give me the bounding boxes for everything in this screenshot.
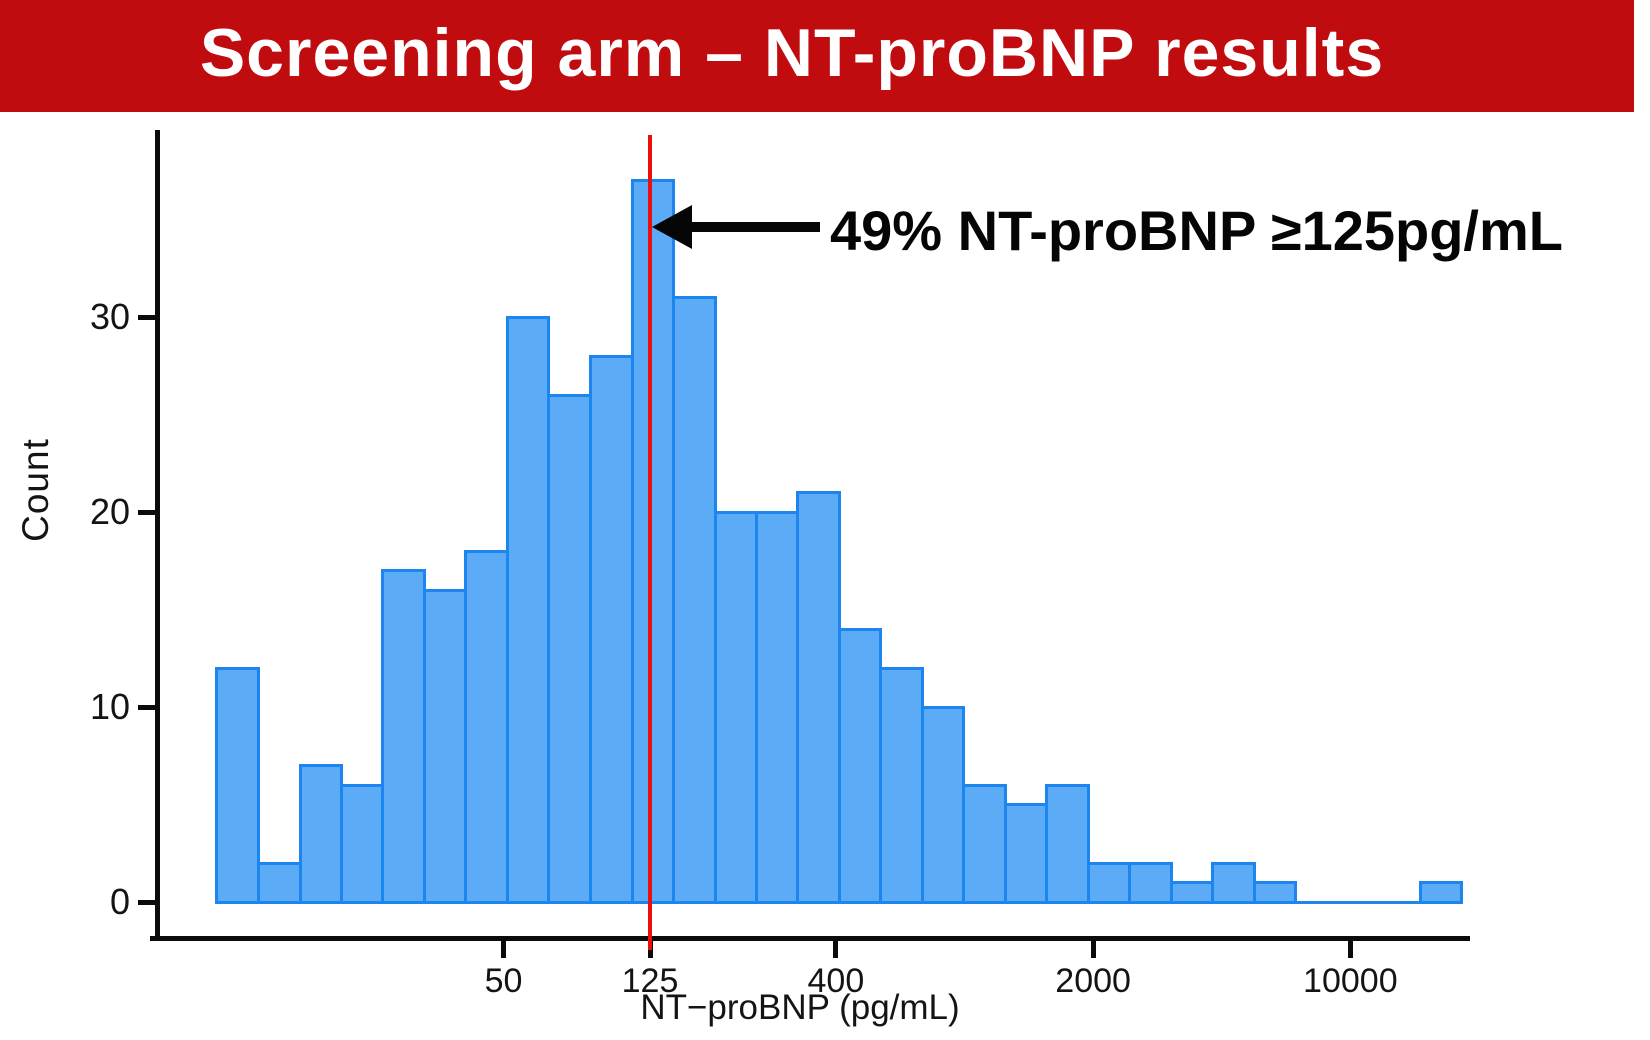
y-tick-label: 30	[89, 296, 130, 337]
histogram-bar	[1335, 900, 1381, 904]
x-tick-mark	[501, 941, 507, 958]
histogram-bar	[1252, 881, 1298, 904]
histogram-bar	[423, 588, 468, 904]
histogram-bar	[630, 179, 676, 904]
x-tick-label: 2000	[1055, 962, 1131, 1000]
threshold-line-125	[648, 135, 652, 950]
histogram-bar	[1128, 861, 1173, 904]
histogram-bar	[1418, 881, 1464, 904]
x-tick-label: 10000	[1303, 962, 1398, 1000]
histogram-bar	[588, 354, 634, 904]
x-tick-label: 50	[484, 962, 523, 1000]
annotation-arrowhead-icon	[652, 205, 692, 249]
histogram-bar	[920, 705, 966, 904]
annotation-arrow-shaft	[688, 222, 820, 232]
y-tick-mark	[138, 899, 155, 905]
histogram-bar	[1211, 861, 1256, 904]
y-axis-line	[155, 130, 160, 941]
title-banner: Screening arm – NT-proBNP results	[0, 0, 1634, 112]
y-tick-mark	[138, 314, 155, 320]
x-tick-label: 400	[807, 962, 865, 1000]
y-tick-label: 20	[89, 491, 130, 532]
y-axis-title: Count	[15, 438, 56, 542]
y-tick-mark	[138, 704, 155, 710]
histogram-bar	[547, 393, 592, 904]
x-axis-line	[150, 936, 1470, 941]
y-tick-label: 10	[89, 686, 130, 727]
x-tick-mark	[1090, 941, 1096, 958]
x-tick-mark	[833, 941, 839, 958]
histogram-bar	[215, 666, 261, 904]
histogram-bar	[754, 510, 800, 904]
histogram-bar	[381, 569, 427, 904]
histogram-bar	[796, 491, 841, 904]
histogram-bar	[1086, 861, 1132, 904]
histogram-bar	[1377, 900, 1422, 904]
histogram-bar	[713, 510, 758, 904]
histogram-bar	[1004, 803, 1049, 904]
histogram-bar	[1045, 783, 1090, 904]
x-axis-title: NT−proBNP (pg/mL)	[640, 988, 960, 1027]
histogram-bar	[339, 783, 385, 904]
histogram-bar	[298, 764, 343, 904]
page-title: Screening arm – NT-proBNP results	[199, 14, 1385, 91]
histogram-bar	[837, 627, 883, 904]
histogram-bar	[1294, 900, 1339, 904]
histogram-bar	[464, 549, 509, 904]
annotation-text: 49% NT-proBNP ≥125pg/mL	[830, 199, 1563, 262]
histogram-bar	[505, 315, 551, 904]
x-tick-mark	[1347, 941, 1353, 958]
histogram-bar	[879, 666, 924, 904]
histogram-bar	[1169, 881, 1215, 904]
histogram-bar	[672, 296, 717, 904]
y-tick-label: 0	[109, 881, 130, 922]
y-tick-mark	[138, 509, 155, 515]
histogram-bar	[962, 783, 1007, 904]
x-tick-label: 125	[621, 962, 679, 1000]
histogram-bar	[257, 861, 302, 904]
